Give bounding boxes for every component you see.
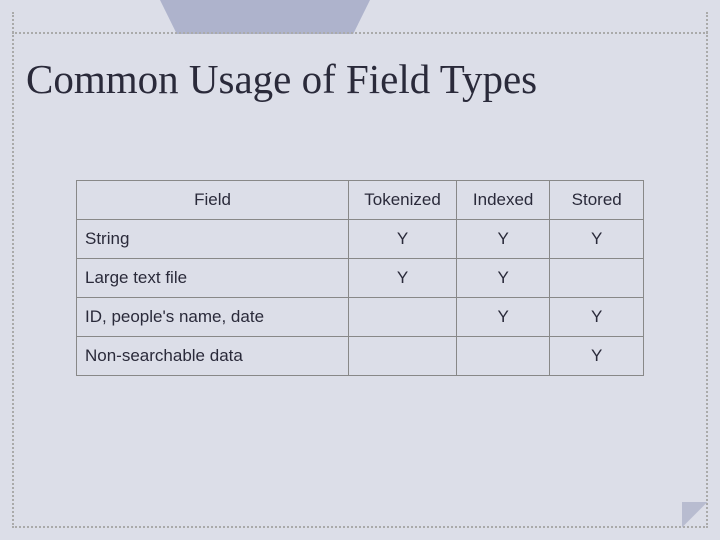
border-bottom bbox=[12, 526, 708, 528]
border-right bbox=[706, 12, 708, 528]
slide-title: Common Usage of Field Types bbox=[26, 55, 537, 103]
border-left bbox=[12, 12, 14, 528]
cell-indexed: Y bbox=[456, 298, 550, 337]
cell-indexed bbox=[456, 337, 550, 376]
table-row: ID, people's name, date Y Y bbox=[77, 298, 644, 337]
table-row: String Y Y Y bbox=[77, 220, 644, 259]
cell-stored bbox=[550, 259, 644, 298]
row-label: Non-searchable data bbox=[77, 337, 349, 376]
border-top bbox=[12, 0, 708, 34]
table-header-row: Field Tokenized Indexed Stored bbox=[77, 181, 644, 220]
cell-stored: Y bbox=[550, 298, 644, 337]
col-header-stored: Stored bbox=[550, 181, 644, 220]
cell-indexed: Y bbox=[456, 259, 550, 298]
row-label: Large text file bbox=[77, 259, 349, 298]
field-types-table: Field Tokenized Indexed Stored String Y … bbox=[76, 180, 644, 376]
row-label: String bbox=[77, 220, 349, 259]
col-header-tokenized: Tokenized bbox=[349, 181, 457, 220]
cell-stored: Y bbox=[550, 337, 644, 376]
cell-tokenized bbox=[349, 337, 457, 376]
table-row: Large text file Y Y bbox=[77, 259, 644, 298]
row-label: ID, people's name, date bbox=[77, 298, 349, 337]
corner-notch-decoration bbox=[682, 502, 708, 528]
col-header-field: Field bbox=[77, 181, 349, 220]
table-row: Non-searchable data Y bbox=[77, 337, 644, 376]
cell-tokenized: Y bbox=[349, 259, 457, 298]
cell-tokenized bbox=[349, 298, 457, 337]
cell-stored: Y bbox=[550, 220, 644, 259]
col-header-indexed: Indexed bbox=[456, 181, 550, 220]
cell-tokenized: Y bbox=[349, 220, 457, 259]
cell-indexed: Y bbox=[456, 220, 550, 259]
